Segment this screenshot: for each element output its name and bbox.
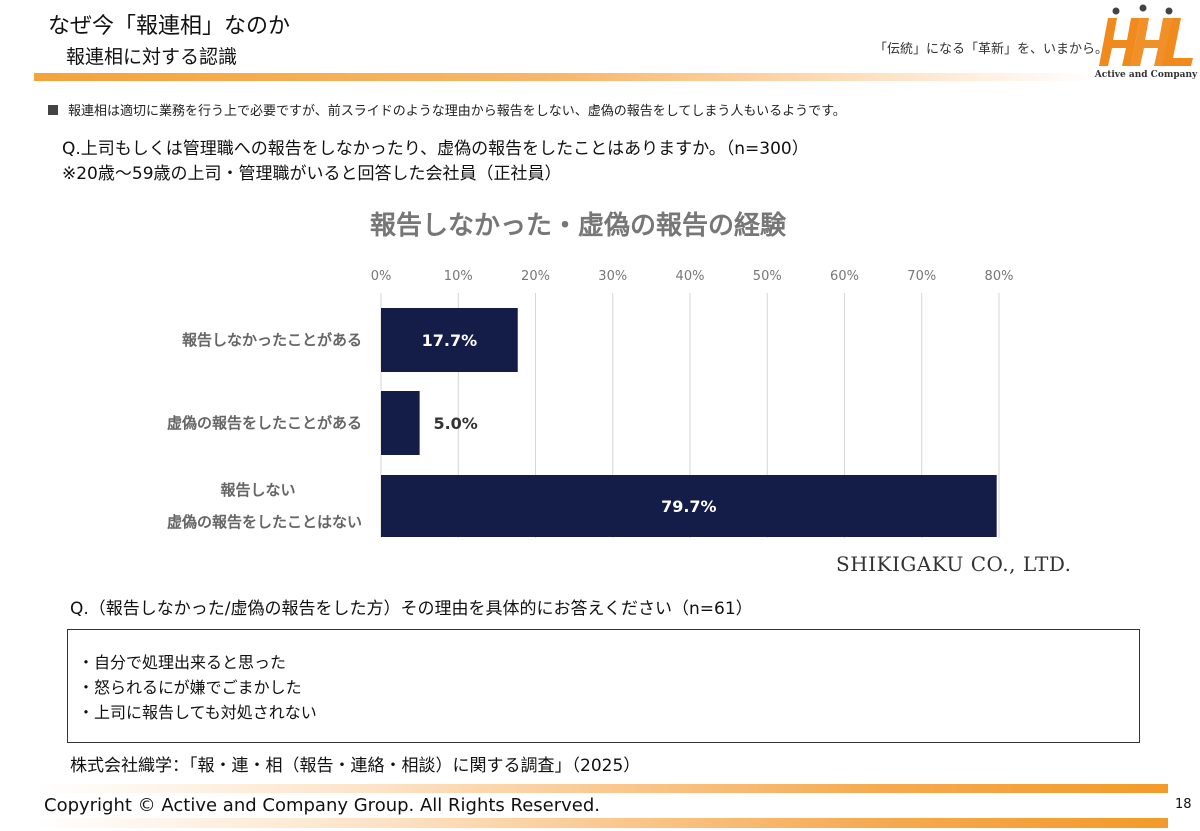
logo-text: Active and Company [1094,70,1198,80]
reason-item: ・上司に報告しても対処されない [78,703,317,722]
header-accent-bar [34,73,1094,81]
x-tick-label: 10% [444,269,473,284]
bar [381,308,518,372]
x-tick-label: 50% [753,269,782,284]
x-tick-label: 80% [985,269,1014,284]
reason-item: ・自分で処理出来ると思った [78,653,287,672]
bar [381,391,420,455]
chart-credit: SHIKIGAKU CO., LTD. [836,552,1072,576]
chart-title: 報告しなかった・虚偽の報告の経験 [370,210,787,241]
intro-line: 報連相は適切に業務を行う上で必要ですが、前スライドのような理由から報告をしない、… [48,100,846,119]
x-tick-label: 0% [371,269,392,284]
copyright-text: Copyright © Active and Company Group. Al… [44,795,601,816]
footer-accent-bar-bottom [34,818,1168,828]
company-logo: Active and Company [1094,4,1198,80]
reasons-box: ・自分で処理出来ると思った ・怒られるにが嫌でごまかした ・上司に報告しても対処… [67,629,1140,743]
x-tick-label: 70% [907,269,936,284]
x-tick-label: 20% [521,269,550,284]
x-tick-label: 60% [830,269,859,284]
source-citation: 株式会社織学：「報・連・相（報告・連絡・相談）に関する調査」（2025） [70,756,641,776]
square-bullet-icon [48,105,58,115]
x-tick-label: 40% [676,269,705,284]
bar [381,475,997,537]
bar-chart: 報告しなかった・虚偽の報告の経験 0% 10% 20% 30% 40% 50% 60% 70%… [167,210,1014,538]
question2: Q.（報告しなかった/虚偽の報告をした方）その理由を具体的にお答えください（n=… [70,599,753,619]
question1-line2: ※20歳～59歳の上司・管理職がいると回答した会社員（正社員） [62,164,562,184]
bar-value-label: 17.7% [422,331,478,350]
x-tick-label: 30% [598,269,627,284]
page-title: なぜ今「報連相」なのか [48,14,291,39]
reason-item: ・怒られるにが嫌でごまかした [78,678,302,697]
category-label: 報告しない [220,481,295,499]
intro-text: 報連相は適切に業務を行う上で必要ですが、前スライドのような理由から報告をしない、… [68,104,846,119]
page-number: 18 [1175,797,1192,812]
question1-line1: Q.上司もしくは管理職への報告をしなかったり、虚偽の報告をしたことはありますか。… [62,139,809,159]
category-label: 虚偽の報告をしたことはない [167,513,362,531]
bar-value-label: 79.7% [661,497,717,516]
company-tagline: 「伝統」になる「革新」を、いまから。 [874,42,1109,57]
bar-value-label: 5.0% [433,414,477,433]
category-label: 虚偽の報告をしたことがある [167,414,362,432]
footer-accent-bar-top [34,784,1168,793]
category-label: 報告しなかったことがある [182,331,362,349]
page-subtitle: 報連相に対する認識 [66,46,238,68]
